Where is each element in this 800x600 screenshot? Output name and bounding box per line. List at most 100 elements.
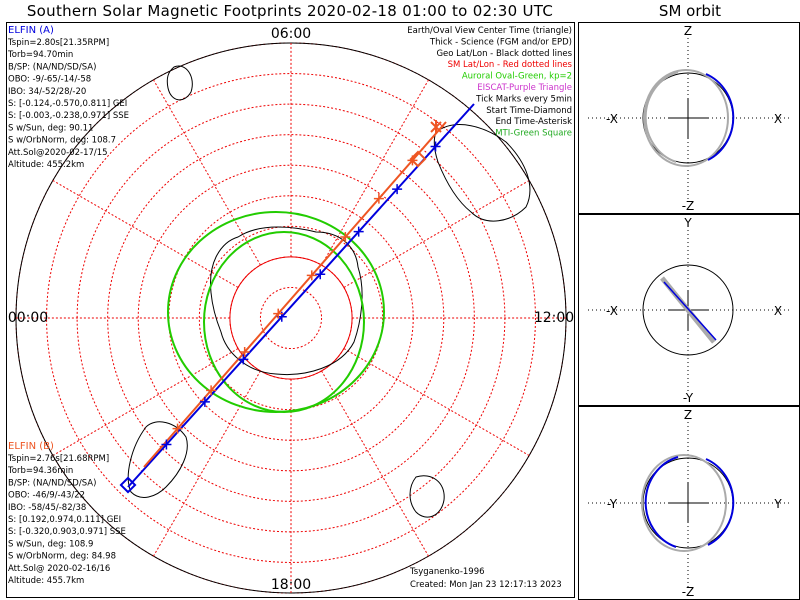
track-a-line (127, 103, 475, 488)
orbit-title: SM orbit (658, 2, 722, 20)
sm-ring (46, 73, 536, 563)
legend-entry: Start Time-Diamond (486, 106, 572, 116)
auroral-oval (167, 211, 385, 413)
sat-b-line: OBO: -46/9/-43/22 (8, 491, 85, 501)
sm-ring (107, 134, 475, 502)
orbit-b-path (643, 69, 729, 167)
sat-b-line: Tspin=2.76s[21.68RPM] (7, 454, 109, 464)
africa-coast (409, 475, 445, 518)
chart-title: Southern Solar Magnetic Footprints 2020-… (26, 2, 554, 20)
sat-b-info: ELFIN (B) Tspin=2.76s[21.68RPM] Torb=94.3… (7, 441, 126, 586)
sat-a-line: OBO: -9/-65/-14/-58 (8, 75, 91, 85)
oval-inner (203, 231, 365, 413)
sm-spoke (343, 348, 530, 456)
track-a-start-diamond (119, 476, 137, 494)
sat-b-header: ELFIN (B) (8, 441, 54, 452)
orbit-axis-label-left: -X (606, 112, 618, 126)
sm-ring (229, 256, 353, 380)
sat-a-line: S w/OrbNorm, deg: 108.7 (8, 136, 116, 146)
sat-a-line: S w/Sun, deg: 90.11 (8, 123, 93, 133)
sat-b-line: S w/Sun, deg: 108.9 (8, 539, 93, 549)
orbit-axis-label-top: Z (684, 24, 692, 38)
orbit-axis-label-top: Z (684, 408, 692, 422)
legend-entry: Auroral Oval-Green, kp=2 (462, 72, 572, 82)
orbit-b-path (641, 454, 727, 552)
sm-ring (259, 286, 323, 350)
credit-created: Created: Mon Jan 23 12:17:13 2023 (410, 580, 562, 590)
track-b-start-diamond (409, 150, 427, 168)
orbit-a-arc (705, 458, 735, 546)
sat-b-line: S: [0.192,0.974,0.111] GEI (8, 515, 121, 525)
satellite-tracks (119, 103, 475, 494)
orbit-panel-yz: Z -Z -Y Y (578, 406, 800, 600)
orbit-axis-label-bottom: -Z (682, 585, 695, 599)
legend-entry: SM Lat/Lon - Red dotted lines (448, 60, 573, 70)
track-b-tick (306, 270, 317, 281)
orbit-a-path (663, 281, 717, 341)
clock-labels: 06:00 00:00 12:00 18:00 (8, 26, 574, 593)
orbit-panel-xy: Y -Y -X X (578, 214, 800, 406)
sm-pole-ring (229, 256, 353, 380)
legend-entry: EISCAT-Purple Triangle (477, 83, 572, 93)
sat-a-line: IBO: 34/-52/28/-20 (8, 87, 86, 97)
sm-spoke (52, 180, 239, 288)
sat-a-line: Altitude: 455.2km (8, 160, 84, 170)
sat-b-line: S: [-0.320,0.903,0.971] SSE (8, 527, 126, 537)
track-a-tick (430, 141, 441, 152)
orbit-axis-label-right: Y (773, 497, 782, 511)
track-b-tick (239, 347, 250, 357)
legend: Earth/Oval View Center Time (triangle)Th… (407, 26, 572, 139)
sat-a-line: B/SP: (NA/ND/SD/SA) (8, 62, 96, 72)
sm-longitude-lines (16, 43, 566, 593)
track-b-tick (340, 232, 351, 242)
track-a-tick (315, 269, 326, 280)
track-a-tick (199, 396, 210, 407)
sm-latitude-rings (15, 42, 567, 594)
sat-b-line: IBO: -58/45/-82/38 (8, 503, 86, 513)
sat-a-line: S: [-0.003,-0.238,0.971] SSE (8, 111, 129, 121)
sat-a-header: ELFIN (A) (8, 25, 54, 36)
south-america-coast (127, 421, 188, 498)
orbit-axis-label-bottom: -Z (682, 199, 695, 213)
orbit-axis-label-left: -X (606, 304, 618, 318)
orbit-axis-label-left: -Y (607, 497, 618, 511)
track-b-tick (273, 308, 284, 319)
sat-a-info: ELFIN (A) Tspin=2.80s[21.35RPM] Torb=94.7… (7, 25, 129, 170)
sat-a-line: Att.Sol@2020-02-17/15 (8, 148, 108, 158)
orbit-axis-label-top: Y (683, 216, 692, 230)
new-zealand-coast (166, 65, 193, 101)
sat-b-line: B/SP: (NA/ND/SD/SA) (8, 478, 96, 488)
footprint-map: 06:00 00:00 12:00 18:00 ELFIN (A) Tspin=… (6, 22, 575, 598)
credit-model: Tsyganenko-1996 (409, 567, 485, 577)
orbit-a-arc-left (644, 456, 679, 548)
clock-label-right: 12:00 (534, 310, 574, 326)
sat-a-line: Torb=94.70min (7, 50, 73, 60)
orbit-axis-label-right: X (774, 304, 782, 318)
legend-entry: MTI-Green Square (495, 129, 572, 139)
legend-entry: Geo Lat/Lon - Black dotted lines (436, 49, 572, 59)
track-b-tick (373, 193, 384, 204)
antarctica-coast (210, 226, 363, 376)
legend-entry: Tick Marks every 5min (475, 94, 572, 104)
sat-b-line: Altitude: 455.7km (8, 576, 84, 586)
orbit-axis-label-bottom: -Y (683, 391, 694, 405)
legend-entry: Earth/Oval View Center Time (triangle) (407, 26, 572, 36)
sm-ring (15, 42, 567, 594)
sat-a-line: S: [-0.124,-0.570,0.811] GEI (8, 99, 127, 109)
sat-b-line: S w/OrbNorm, deg: 84.98 (8, 552, 116, 562)
sat-b-line: Torb=94.36min (7, 466, 73, 476)
map-boundary (15, 42, 567, 594)
track-a-tick (392, 184, 403, 195)
track-a-tick (238, 354, 249, 365)
australia-coast (433, 124, 531, 222)
clock-label-bottom: 18:00 (271, 577, 311, 593)
track-a-tick (161, 439, 172, 450)
orbit-a-arc-left (644, 71, 679, 163)
sat-a-line: Tspin=2.80s[21.35RPM] (7, 38, 109, 48)
orbit-a-arc (705, 73, 735, 161)
clock-label-left: 00:00 (8, 310, 48, 326)
sat-b-line: Att.Sol@ 2020-02-16/16 (8, 564, 110, 574)
orbit-axis-label-right: X (774, 112, 782, 126)
track-b-tick (206, 385, 217, 396)
credit: Tsyganenko-1996 Created: Mon Jan 23 12:1… (409, 567, 562, 590)
